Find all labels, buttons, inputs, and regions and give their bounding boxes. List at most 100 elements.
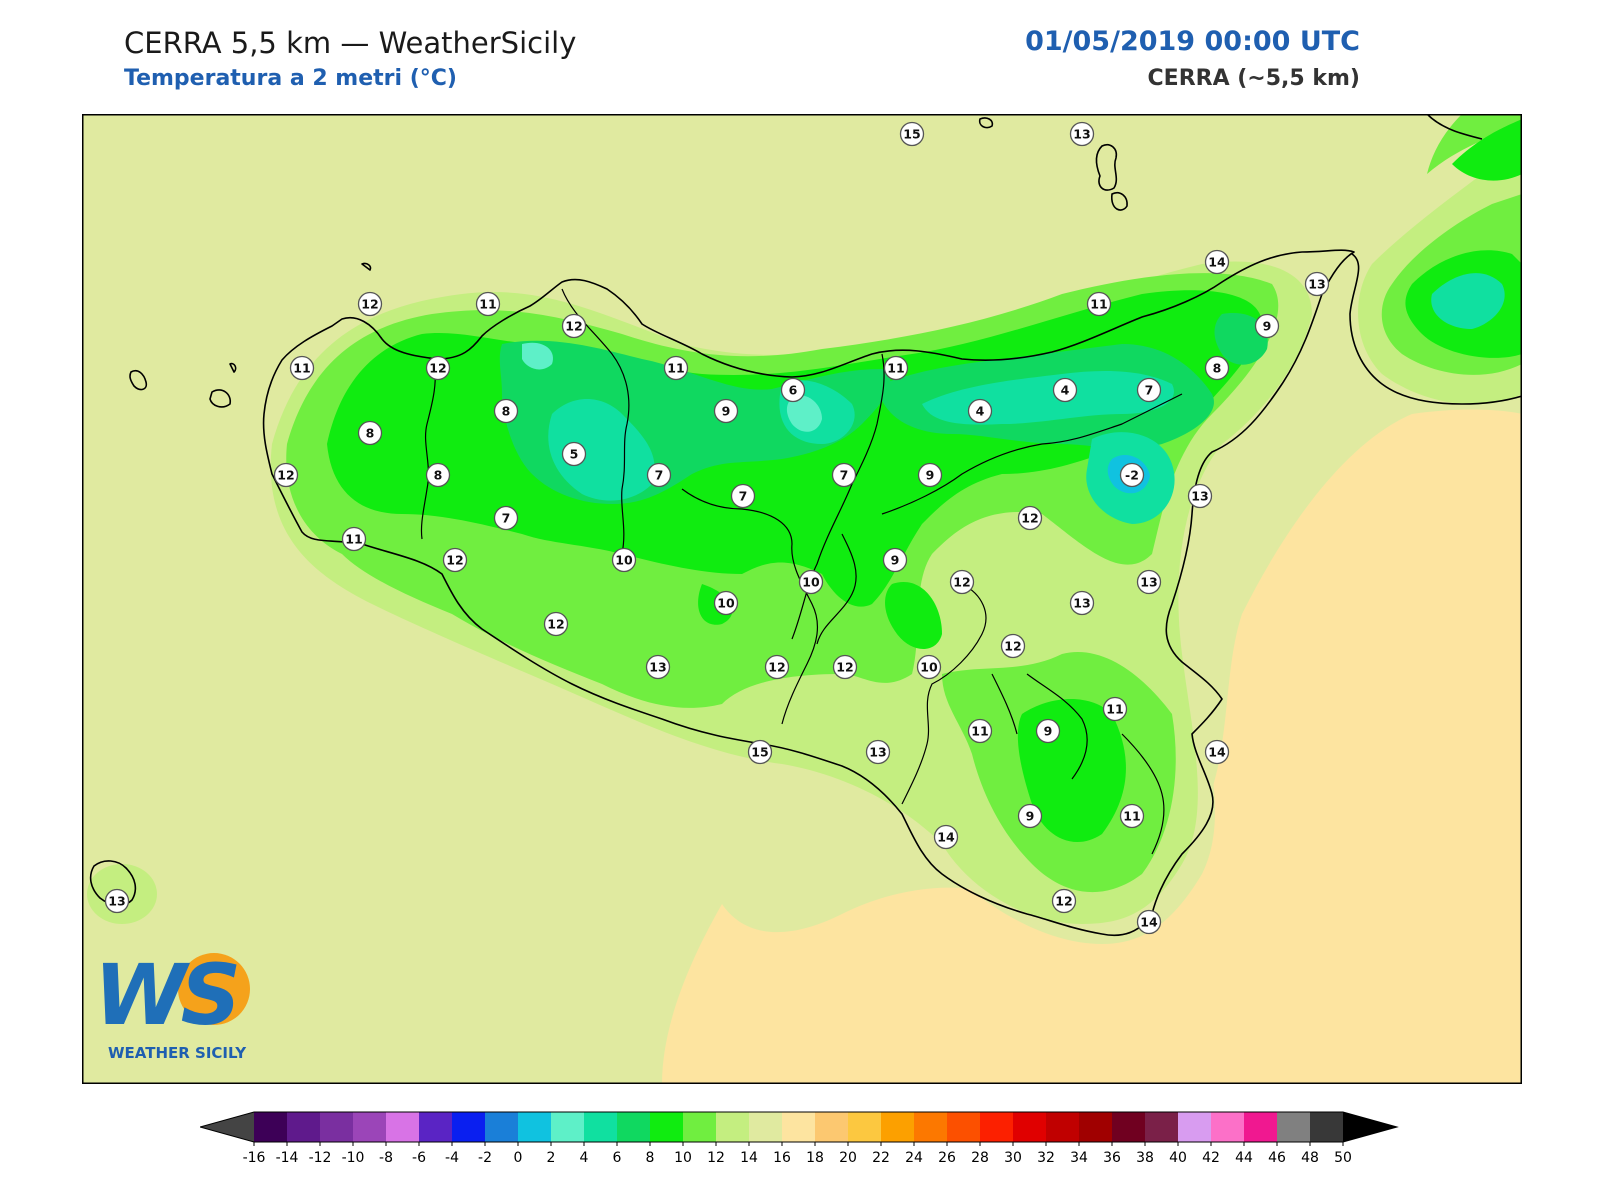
colorbar-tick-label: 18 <box>806 1150 824 1164</box>
station-marker: 8 <box>425 462 451 488</box>
colorbar-cell <box>881 1112 915 1142</box>
station-marker-circle <box>832 654 858 680</box>
colorbar-cell <box>386 1112 420 1142</box>
colorbar-cells <box>198 1111 1399 1143</box>
colorbar-tick-label: 2 <box>547 1150 556 1164</box>
station-marker: 12 <box>357 291 383 317</box>
station-marker: 14 <box>933 824 959 850</box>
station-marker: 7 <box>493 505 519 531</box>
station-marker: 9 <box>713 398 739 424</box>
station-marker: 11 <box>1102 696 1128 722</box>
colorbar-under-arrow <box>200 1112 254 1142</box>
colorbar-over-arrow <box>1343 1112 1397 1142</box>
station-value: 12 <box>1021 511 1038 526</box>
colorbar-tick-label: 40 <box>1169 1150 1187 1164</box>
station-value: 7 <box>655 468 664 483</box>
station-marker-circle <box>1000 633 1026 659</box>
colorbar-cell <box>1079 1112 1113 1142</box>
station-marker-circle <box>1136 377 1162 403</box>
station-marker: 6 <box>780 377 806 403</box>
station-marker-circle <box>1136 569 1162 595</box>
station-value: 11 <box>1106 702 1123 717</box>
station-marker-circle <box>798 569 824 595</box>
station-marker-circle <box>933 824 959 850</box>
station-marker-circle <box>1119 462 1145 488</box>
colorbar-cell <box>287 1112 321 1142</box>
station-marker-circle <box>1017 505 1043 531</box>
station-value: 7 <box>739 489 748 504</box>
colorbar-cell <box>452 1112 486 1142</box>
colorbar-tick-label: 24 <box>905 1150 923 1164</box>
station-marker: 9 <box>1035 718 1061 744</box>
station-marker: 7 <box>730 483 756 509</box>
station-marker-circle <box>561 441 587 467</box>
station-marker: 9 <box>1254 313 1280 339</box>
colorbar-tick-label: 38 <box>1136 1150 1154 1164</box>
station-value: 8 <box>502 404 511 419</box>
colorbar-tick-label: 4 <box>580 1150 589 1164</box>
colorbar-cell <box>1211 1112 1245 1142</box>
station-marker-circle <box>611 547 637 573</box>
station-value: 12 <box>446 553 463 568</box>
colorbar-cell <box>1310 1112 1344 1142</box>
colorbar-cell <box>815 1112 849 1142</box>
logo-sun-icon <box>178 953 250 1025</box>
station-marker: 12 <box>561 313 587 339</box>
station-marker-circle <box>883 355 909 381</box>
colorbar-ticks: -16 -14 -12 -10 -8 -6 -4 -2 0 2 4 6 8 10 12 14 16 18 20 22 2… <box>243 1142 1352 1166</box>
station-marker-circle <box>967 398 993 424</box>
station-markers: 15 13 14 13 12 11 12 11 12 11 11 11 9 8 6 4 7 4 8 9 8 5 7 7 9 12 8… <box>104 121 1330 935</box>
colorbar-cell <box>584 1112 618 1142</box>
colorbar-tick-label: 20 <box>839 1150 857 1164</box>
station-marker: 11 <box>341 526 367 552</box>
station-marker: 12 <box>1017 505 1043 531</box>
station-marker: 10 <box>713 590 739 616</box>
station-value: 11 <box>1090 297 1107 312</box>
station-marker: 12 <box>273 462 299 488</box>
station-value: 12 <box>547 617 564 632</box>
station-marker: 11 <box>1119 803 1145 829</box>
colorbar-tick-label: 32 <box>1037 1150 1055 1164</box>
colorbar-cell <box>1145 1112 1179 1142</box>
station-value: 13 <box>1073 596 1090 611</box>
station-value: 13 <box>1073 127 1090 142</box>
map-subtitle: Temperatura a 2 metri (°C) <box>124 66 457 91</box>
station-marker-circle <box>425 355 451 381</box>
station-marker: 8 <box>357 420 383 446</box>
station-marker-circle <box>949 569 975 595</box>
station-marker: 5 <box>561 441 587 467</box>
logo-name: WEATHER SICILY <box>108 1044 247 1062</box>
station-marker-circle <box>713 398 739 424</box>
station-marker: 13 <box>1136 569 1162 595</box>
colorbar-cell <box>1178 1112 1212 1142</box>
station-marker: 7 <box>646 462 672 488</box>
colorbar-cell <box>1244 1112 1278 1142</box>
station-marker: 14 <box>1204 739 1230 765</box>
temperature-colorbar: -16 -14 -12 -10 -8 -6 -4 -2 0 2 4 6 8 10 12 14 16 18 20 22 2… <box>198 1104 1410 1166</box>
station-value: 7 <box>840 468 849 483</box>
station-marker-circle <box>646 462 672 488</box>
station-marker-circle <box>747 739 773 765</box>
model-label: CERRA (~5,5 km) <box>1147 66 1360 91</box>
station-marker: 15 <box>747 739 773 765</box>
station-marker: 14 <box>1204 249 1230 275</box>
station-marker: 11 <box>289 355 315 381</box>
station-value: 12 <box>953 575 970 590</box>
map-title: CERRA 5,5 km — WeatherSicily <box>124 26 577 60</box>
station-marker: 11 <box>663 355 689 381</box>
colorbar-cell <box>650 1112 684 1142</box>
station-marker: 12 <box>949 569 975 595</box>
station-value: 13 <box>869 745 886 760</box>
colorbar-tick-label: 22 <box>872 1150 890 1164</box>
colorbar-cell <box>254 1112 288 1142</box>
station-marker: 13 <box>1304 271 1330 297</box>
colorbar-cell <box>848 1112 882 1142</box>
station-marker: 12 <box>442 547 468 573</box>
station-value: 11 <box>887 361 904 376</box>
colorbar-cell <box>353 1112 387 1142</box>
station-value: 14 <box>1208 255 1226 270</box>
station-marker: -2 <box>1119 462 1145 488</box>
station-marker: 11 <box>1086 291 1112 317</box>
station-marker: 9 <box>1017 803 1043 829</box>
station-value: 15 <box>903 127 920 142</box>
